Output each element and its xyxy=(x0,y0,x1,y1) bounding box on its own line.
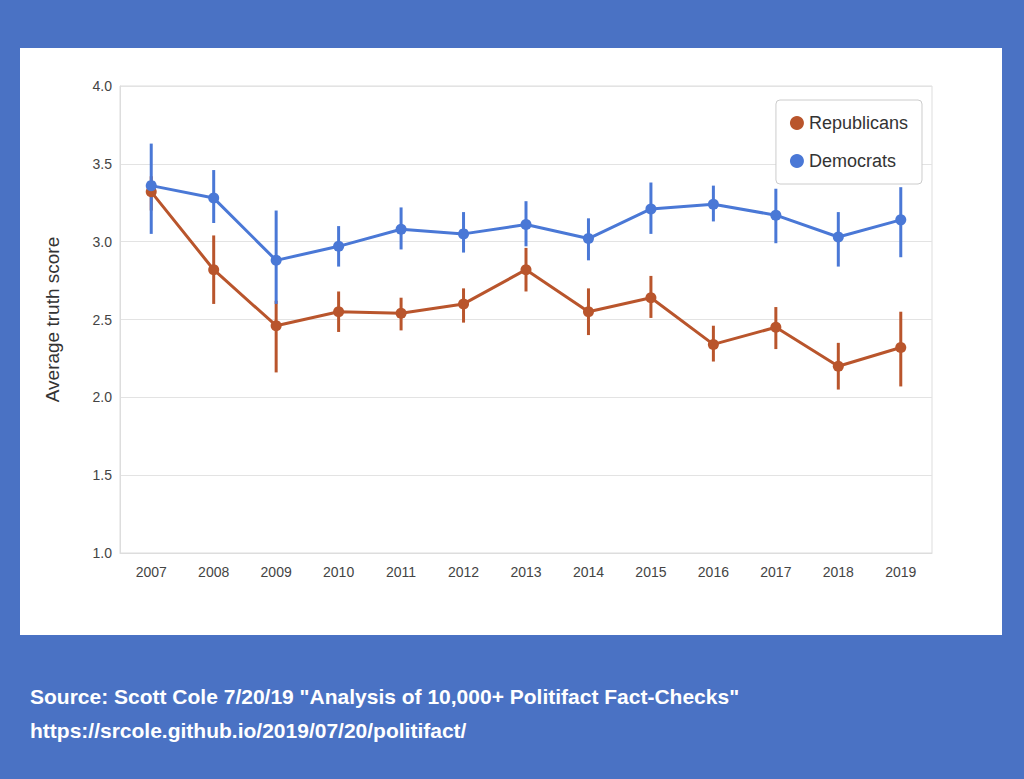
svg-text:2010: 2010 xyxy=(323,564,354,580)
html-text:Source: Scott Cole 7/20/19 "An: Source: Scott Cole 7/20/19 "Analysis of … xyxy=(30,685,740,708)
svg-text:Republicans: Republicans xyxy=(809,113,908,133)
svg-text:2015: 2015 xyxy=(635,564,666,580)
svg-text:2007: 2007 xyxy=(136,564,167,580)
svg-text:2017: 2017 xyxy=(760,564,791,580)
svg-text:2018: 2018 xyxy=(823,564,854,580)
svg-text:2019: 2019 xyxy=(885,564,916,580)
svg-text:1.5: 1.5 xyxy=(93,467,113,483)
svg-text:2008: 2008 xyxy=(198,564,229,580)
svg-text:2011: 2011 xyxy=(386,564,416,580)
svg-text:1.0: 1.0 xyxy=(93,545,113,561)
svg-text:2.0: 2.0 xyxy=(93,389,113,405)
svg-text:3.5: 3.5 xyxy=(93,156,113,172)
svg-text:3.0: 3.0 xyxy=(93,234,113,250)
svg-text:2013: 2013 xyxy=(510,564,541,580)
svg-text:2.5: 2.5 xyxy=(93,312,113,328)
html-text:https://srcole.github.io/2019/: https://srcole.github.io/2019/07/20/poli… xyxy=(30,719,467,742)
svg-text:2012: 2012 xyxy=(448,564,479,580)
svg-text:Average truth score: Average truth score xyxy=(42,237,63,402)
svg-text:2016: 2016 xyxy=(698,564,729,580)
svg-text:2014: 2014 xyxy=(573,564,604,580)
svg-text:2009: 2009 xyxy=(261,564,292,580)
svg-text:Democrats: Democrats xyxy=(809,151,896,171)
svg-text:4.0: 4.0 xyxy=(93,78,113,94)
